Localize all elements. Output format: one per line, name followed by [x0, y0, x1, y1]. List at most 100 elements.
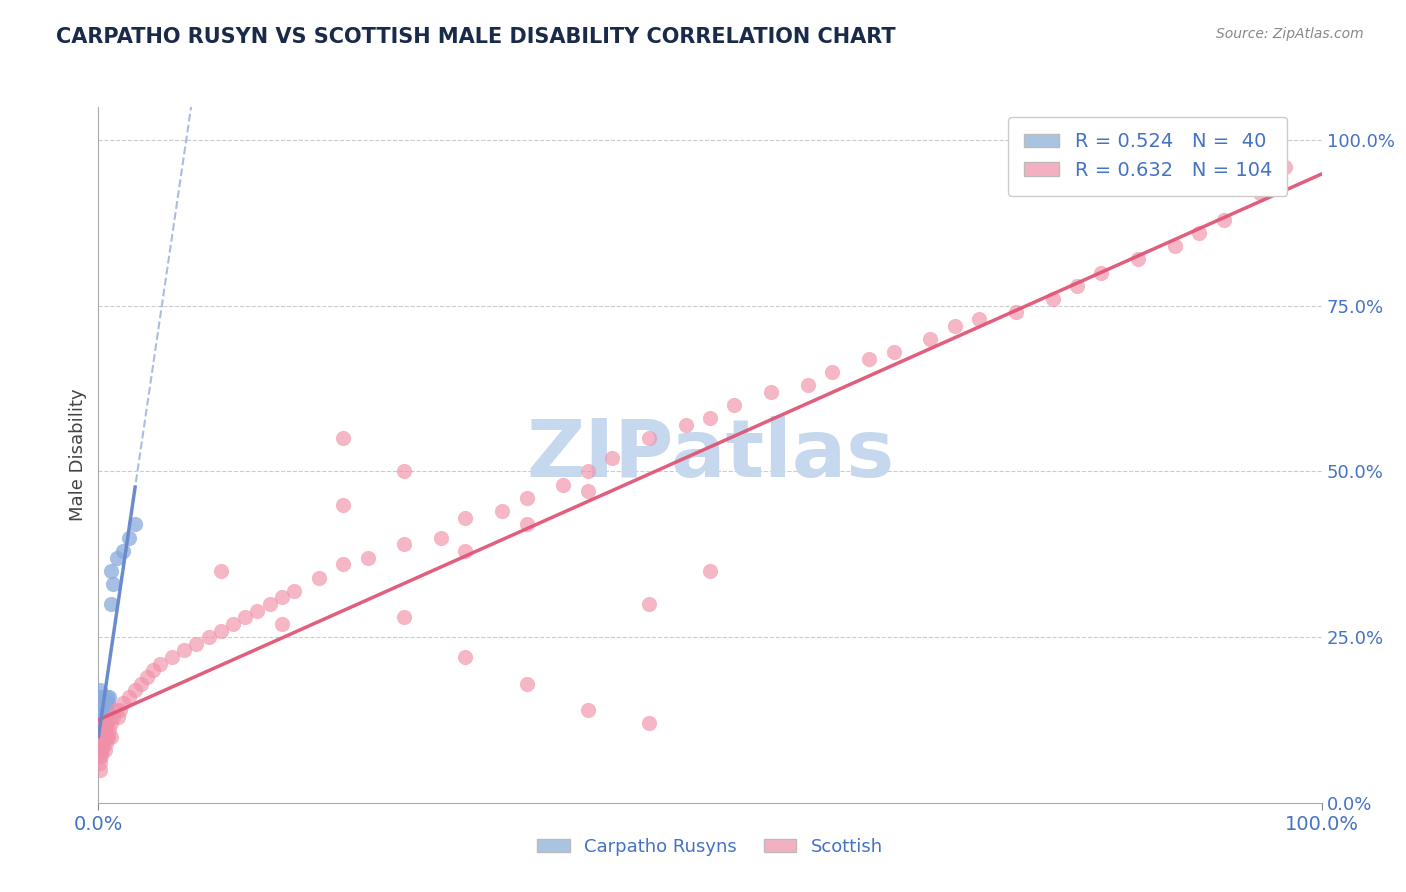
Point — [93, 716, 115, 731]
Point — [723, 398, 745, 412]
Point — [91, 723, 114, 737]
Point — [173, 643, 195, 657]
Point — [100, 597, 122, 611]
Point — [515, 491, 537, 505]
Point — [1090, 266, 1112, 280]
Point — [576, 484, 599, 499]
Point — [197, 630, 219, 644]
Point — [142, 663, 165, 677]
Point — [89, 716, 111, 731]
Point — [332, 431, 354, 445]
Point — [967, 312, 990, 326]
Point — [91, 723, 114, 737]
Point — [356, 550, 378, 565]
Point — [209, 624, 232, 638]
Point — [89, 697, 111, 711]
Point — [118, 531, 141, 545]
Point — [90, 736, 112, 750]
Point — [90, 723, 112, 737]
Text: ZIPatlas: ZIPatlas — [526, 416, 894, 494]
Point — [98, 723, 121, 737]
Point — [91, 709, 114, 723]
Point — [89, 763, 111, 777]
Point — [91, 730, 114, 744]
Point — [270, 616, 294, 631]
Point — [101, 577, 124, 591]
Point — [94, 697, 117, 711]
Point — [600, 451, 623, 466]
Point — [129, 676, 152, 690]
Point — [160, 650, 183, 665]
Point — [107, 709, 129, 723]
Point — [89, 723, 111, 737]
Point — [90, 730, 112, 744]
Point — [91, 703, 114, 717]
Point — [454, 544, 477, 558]
Point — [91, 709, 114, 723]
Point — [93, 730, 115, 744]
Point — [515, 676, 537, 690]
Point — [94, 723, 117, 737]
Point — [89, 690, 111, 704]
Point — [430, 531, 453, 545]
Point — [1249, 186, 1271, 201]
Point — [761, 384, 783, 399]
Point — [576, 465, 599, 479]
Point — [1066, 279, 1088, 293]
Point — [96, 690, 118, 704]
Point — [93, 716, 115, 731]
Point — [89, 730, 111, 744]
Text: Source: ZipAtlas.com: Source: ZipAtlas.com — [1216, 27, 1364, 41]
Point — [100, 564, 122, 578]
Point — [98, 690, 121, 704]
Point — [699, 411, 721, 425]
Point — [90, 716, 112, 731]
Point — [90, 697, 112, 711]
Point — [118, 690, 141, 704]
Point — [920, 332, 942, 346]
Point — [91, 703, 114, 717]
Point — [1188, 226, 1211, 240]
Point — [89, 703, 111, 717]
Point — [259, 597, 281, 611]
Point — [91, 730, 114, 744]
Point — [104, 703, 127, 717]
Point — [1164, 239, 1187, 253]
Point — [576, 703, 599, 717]
Point — [149, 657, 172, 671]
Point — [638, 716, 661, 731]
Point — [90, 723, 112, 737]
Point — [90, 743, 112, 757]
Point — [491, 504, 513, 518]
Point — [100, 716, 122, 731]
Point — [91, 716, 114, 731]
Point — [797, 378, 820, 392]
Point — [89, 736, 111, 750]
Point — [638, 597, 661, 611]
Point — [883, 345, 905, 359]
Point — [1128, 252, 1150, 267]
Point — [392, 610, 416, 624]
Point — [308, 570, 330, 584]
Point — [96, 730, 118, 744]
Point — [111, 697, 134, 711]
Text: CARPATHO RUSYN VS SCOTTISH MALE DISABILITY CORRELATION CHART: CARPATHO RUSYN VS SCOTTISH MALE DISABILI… — [56, 27, 896, 46]
Point — [136, 670, 159, 684]
Legend: Carpatho Rusyns, Scottish: Carpatho Rusyns, Scottish — [530, 831, 890, 863]
Point — [89, 683, 111, 698]
Point — [91, 716, 114, 731]
Point — [392, 537, 416, 551]
Point — [89, 709, 111, 723]
Point — [96, 703, 118, 717]
Point — [93, 703, 115, 717]
Point — [91, 730, 114, 744]
Point — [89, 730, 111, 744]
Point — [110, 703, 132, 717]
Point — [821, 365, 844, 379]
Point — [90, 730, 112, 744]
Point — [97, 697, 120, 711]
Point — [89, 756, 111, 770]
Point — [246, 604, 269, 618]
Point — [943, 318, 966, 333]
Point — [89, 723, 111, 737]
